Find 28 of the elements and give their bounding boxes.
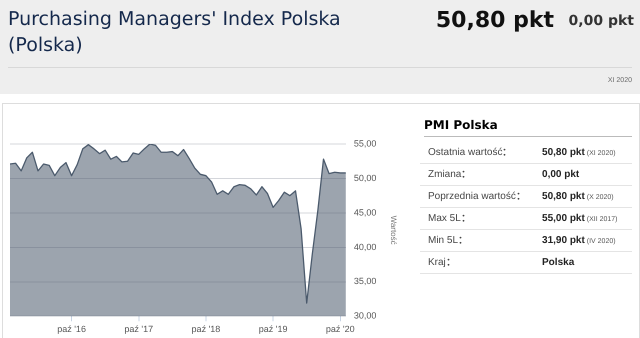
category-label: Max 5L <box>420 208 538 230</box>
category-label: Poprzednia wartość <box>420 186 538 208</box>
text: 50,80 pkt <box>436 8 554 33</box>
x-tick-label: paź '17 <box>124 324 154 334</box>
text: 50,80 pkt <box>542 147 585 158</box>
category-label: Kraj <box>420 252 538 274</box>
text: 55,00 pkt <box>542 213 585 224</box>
y-tick-label: 50,00 <box>354 172 376 183</box>
category-label: Zmiana <box>420 164 538 186</box>
category-label: Ostatnia wartość <box>420 142 538 164</box>
x-tick-label: paź '20 <box>326 324 355 334</box>
y-tick-label: 40,00 <box>354 242 376 252</box>
category-label: Min 5L <box>420 230 538 252</box>
text: PMI Polska <box>424 118 632 137</box>
y-axis-title: Wartość <box>388 216 398 245</box>
x-tick-label: paź '16 <box>57 324 86 334</box>
text: 0,00 pkt <box>542 169 580 180</box>
y-tick-label: 45,00 <box>354 207 376 218</box>
y-tick-label: 30,00 <box>354 310 376 321</box>
text: Polska <box>542 257 574 268</box>
text: 50,80 pkt <box>542 191 585 202</box>
x-tick-label: paź '19 <box>258 324 288 334</box>
y-tick-label: 55,00 <box>354 138 376 148</box>
text: 0,00 pkt <box>568 13 634 29</box>
chart-title: Purchasing Managers' Index Polska (Polska) <box>8 7 342 58</box>
y-tick-label: 35,00 <box>354 276 376 286</box>
text: 31,90 pkt <box>542 235 585 246</box>
x-tick-label: paź '18 <box>192 324 220 334</box>
